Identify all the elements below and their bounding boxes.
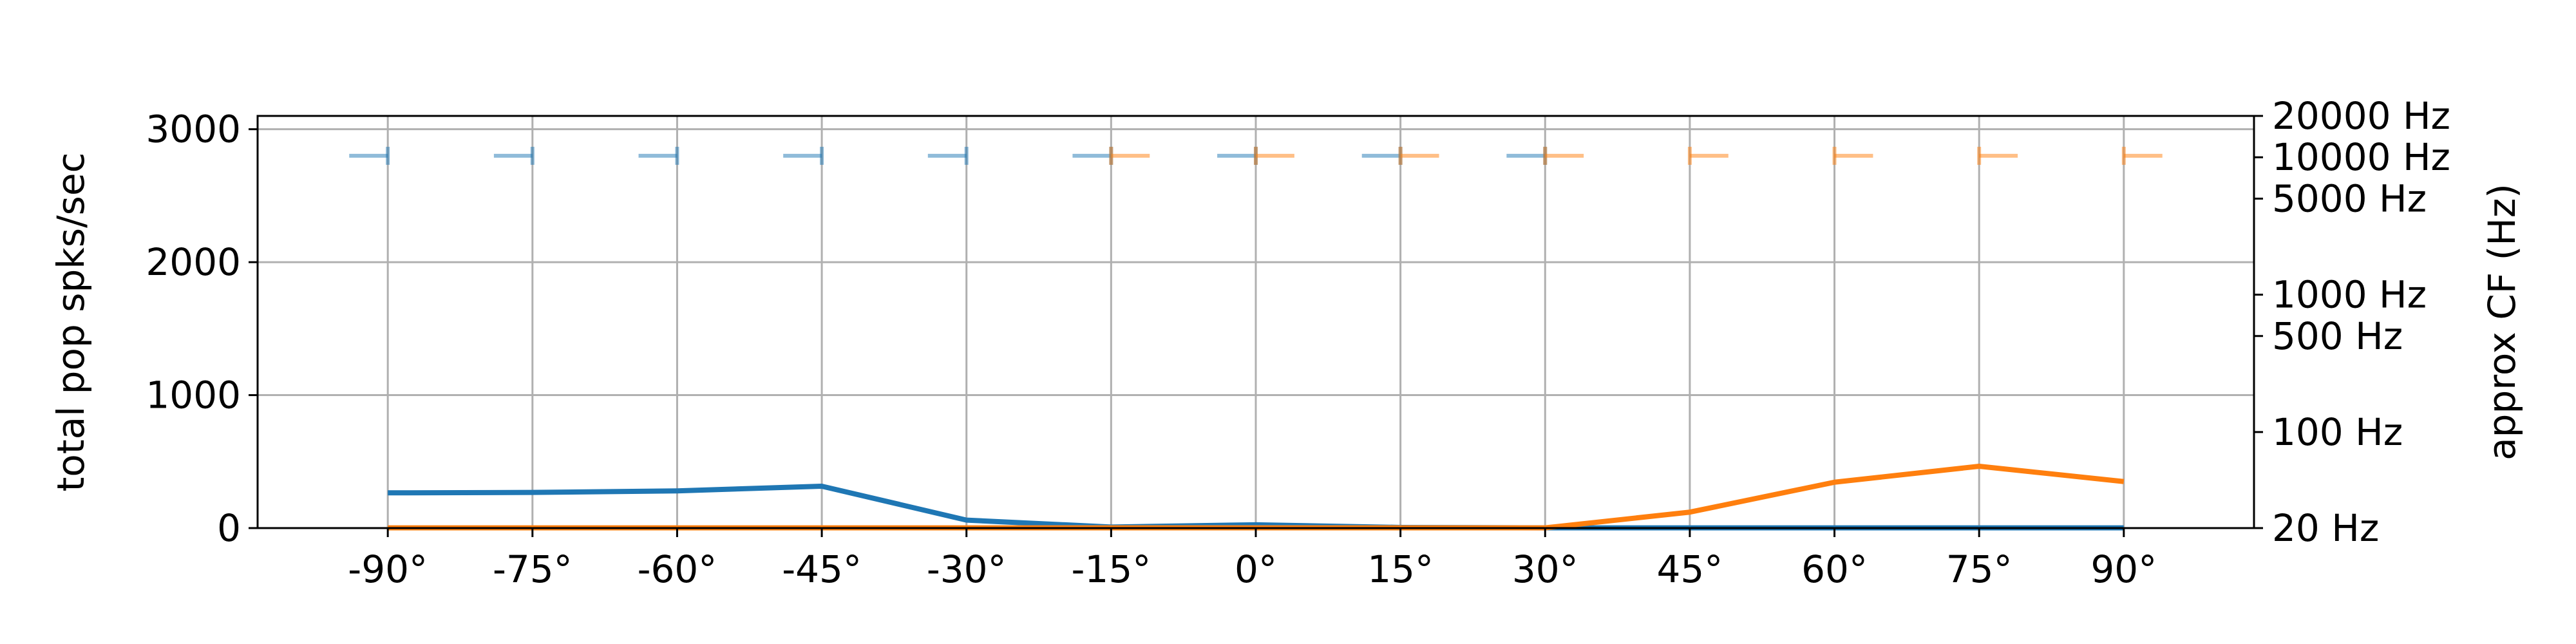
x-tick-label: 0° <box>1235 547 1277 591</box>
y2-tick-label: 500 Hz <box>2272 314 2403 358</box>
x-tick-label: 45° <box>1657 547 1723 591</box>
x-tick-label: -75° <box>493 547 573 591</box>
y2-tick-label: 1000 Hz <box>2272 273 2427 317</box>
y2-tick-label: 10000 Hz <box>2272 135 2450 179</box>
y2-tick-label: 20 Hz <box>2272 506 2379 550</box>
y-axis-label: total pop spks/sec <box>49 153 93 492</box>
x-tick-label: 60° <box>1801 547 1868 591</box>
x-tick-label: -60° <box>638 547 717 591</box>
y-tick-label: 2000 <box>146 240 241 284</box>
y2-axis-label: approx CF (Hz) <box>2480 184 2524 460</box>
y-tick-layer: 0 1000 2000 3000 <box>146 108 258 550</box>
y-tick-label: 3000 <box>146 108 241 151</box>
x-tick-label: 75° <box>1946 547 2012 591</box>
x-tick-layer: -90° -75° -60° -45° -30° -15° 0° 15° 30° 45° 60° 75… <box>348 528 2157 591</box>
x-tick-label: 90° <box>2090 547 2157 591</box>
grid-layer <box>258 116 2254 529</box>
y2-tick-label: 5000 Hz <box>2272 176 2427 220</box>
y-tick-label: 0 <box>217 506 241 550</box>
x-tick-label: -30° <box>927 547 1007 591</box>
x-tick-label: -90° <box>348 547 428 591</box>
x-tick-label: -15° <box>1071 547 1151 591</box>
y2-tick-label: 20000 Hz <box>2272 94 2450 138</box>
x-tick-label: 15° <box>1367 547 1434 591</box>
x-tick-label: 30° <box>1512 547 1578 591</box>
y2-tick-label: 100 Hz <box>2272 410 2403 454</box>
x-tick-label: -45° <box>782 547 862 591</box>
cf-marker-layer <box>349 146 2163 165</box>
y-tick-label: 1000 <box>146 374 241 417</box>
